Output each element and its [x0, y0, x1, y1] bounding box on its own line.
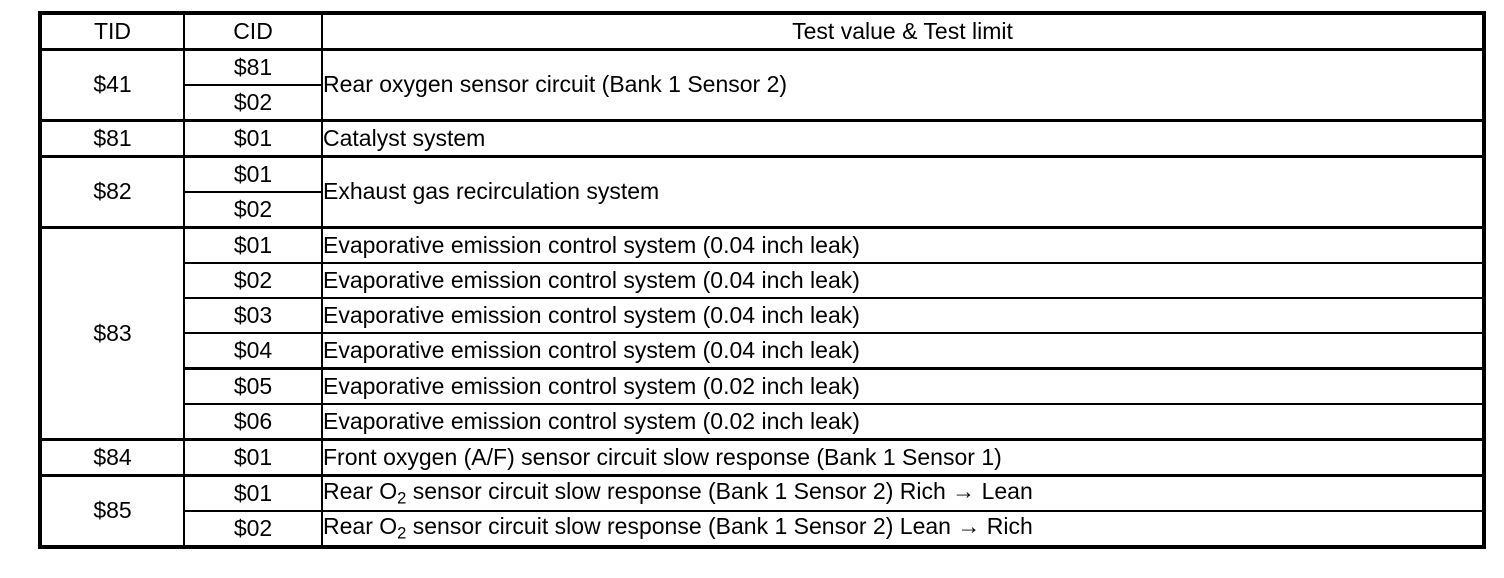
col-header-cid: CID	[183, 12, 323, 51]
desc-cell: Rear oxygen sensor circuit (Bank 1 Senso…	[321, 48, 1485, 122]
desc-cell: Catalyst system	[321, 119, 1485, 158]
cid-cell: $02	[183, 84, 323, 122]
col-header-test-value-limit: Test value & Test limit	[321, 12, 1485, 51]
col-header-tid: TID	[39, 12, 185, 51]
table-row: $83 $01 Evaporative emission control sys…	[39, 226, 1485, 441]
cid-cell: $01	[183, 438, 323, 477]
table-row: $41 $81 Rear oxygen sensor circuit (Bank…	[39, 48, 1485, 122]
cid-cell: $01	[183, 226, 323, 264]
cid-cell: $01	[183, 474, 323, 512]
desc-cell: Evaporative emission control system (0.0…	[321, 367, 1485, 405]
cid-cell: $02	[183, 510, 323, 548]
table-row: $84 $01 Front oxygen (A/F) sensor circui…	[39, 438, 1485, 477]
cid-cell: $01	[183, 119, 323, 158]
desc-text: sensor circuit slow response (Bank 1 Sen…	[406, 513, 1033, 540]
cid-cell: $03	[183, 297, 323, 334]
desc-cell: Evaporative emission control system (0.0…	[321, 262, 1485, 299]
desc-cell: Evaporative emission control system (0.0…	[321, 332, 1485, 370]
desc-cell: Exhaust gas recirculation system	[321, 155, 1485, 229]
tid-cell: $84	[39, 438, 185, 477]
table-row: $06 Evaporative emission control system …	[40, 403, 1485, 441]
cid-cell: $01	[183, 155, 323, 193]
header-row: TID CID Test value & Test limit	[39, 12, 1485, 51]
cid-cell: $05	[183, 367, 323, 405]
table-row: $85 $01 Rear O2 sensor circuit slow resp…	[39, 474, 1485, 548]
cid-cell: $06	[183, 403, 323, 441]
desc-cell: Evaporative emission control system (0.0…	[321, 403, 1485, 441]
oxygen-subscript: 2	[397, 488, 407, 508]
desc-text: Rear O	[323, 513, 398, 540]
desc-text: Rear O	[323, 478, 398, 505]
table-row: $82 $01 Exhaust gas recirculation system	[39, 155, 1485, 229]
cid-cell: $81	[183, 48, 323, 86]
table-row: $02 Evaporative emission control system …	[40, 262, 1485, 299]
tid-cid-test-table: TID CID Test value & Test limit $41 $81 …	[38, 11, 1486, 549]
desc-cell: Evaporative emission control system (0.0…	[321, 226, 1485, 264]
tid-cell: $85	[39, 474, 185, 548]
cid-cell: $04	[183, 332, 323, 370]
tid-cell: $83	[39, 226, 185, 441]
desc-text: sensor circuit slow response (Bank 1 Sen…	[406, 478, 1033, 505]
table-row: $81 $01 Catalyst system	[39, 119, 1485, 158]
table-row: $03 Evaporative emission control system …	[40, 297, 1485, 334]
table-row: $04 Evaporative emission control system …	[40, 332, 1485, 370]
cid-cell: $02	[183, 262, 323, 299]
desc-cell: Front oxygen (A/F) sensor circuit slow r…	[321, 438, 1485, 477]
table-row: $05 Evaporative emission control system …	[40, 367, 1485, 405]
cid-cell: $02	[183, 191, 323, 229]
tid-cid-table-container: TID CID Test value & Test limit $41 $81 …	[38, 11, 1486, 549]
table-row: $02 Rear O2 sensor circuit slow response…	[40, 510, 1485, 548]
table-row: $02	[40, 84, 1484, 122]
desc-cell: Rear O2 sensor circuit slow response (Ba…	[321, 510, 1485, 548]
desc-cell: Evaporative emission control system (0.0…	[321, 297, 1485, 334]
tid-cell: $82	[39, 155, 185, 229]
desc-cell: Rear O2 sensor circuit slow response (Ba…	[321, 474, 1485, 512]
table-row: $02	[40, 191, 1484, 229]
oxygen-subscript: 2	[397, 523, 407, 543]
tid-cell: $41	[39, 48, 185, 122]
tid-cell: $81	[39, 119, 185, 158]
